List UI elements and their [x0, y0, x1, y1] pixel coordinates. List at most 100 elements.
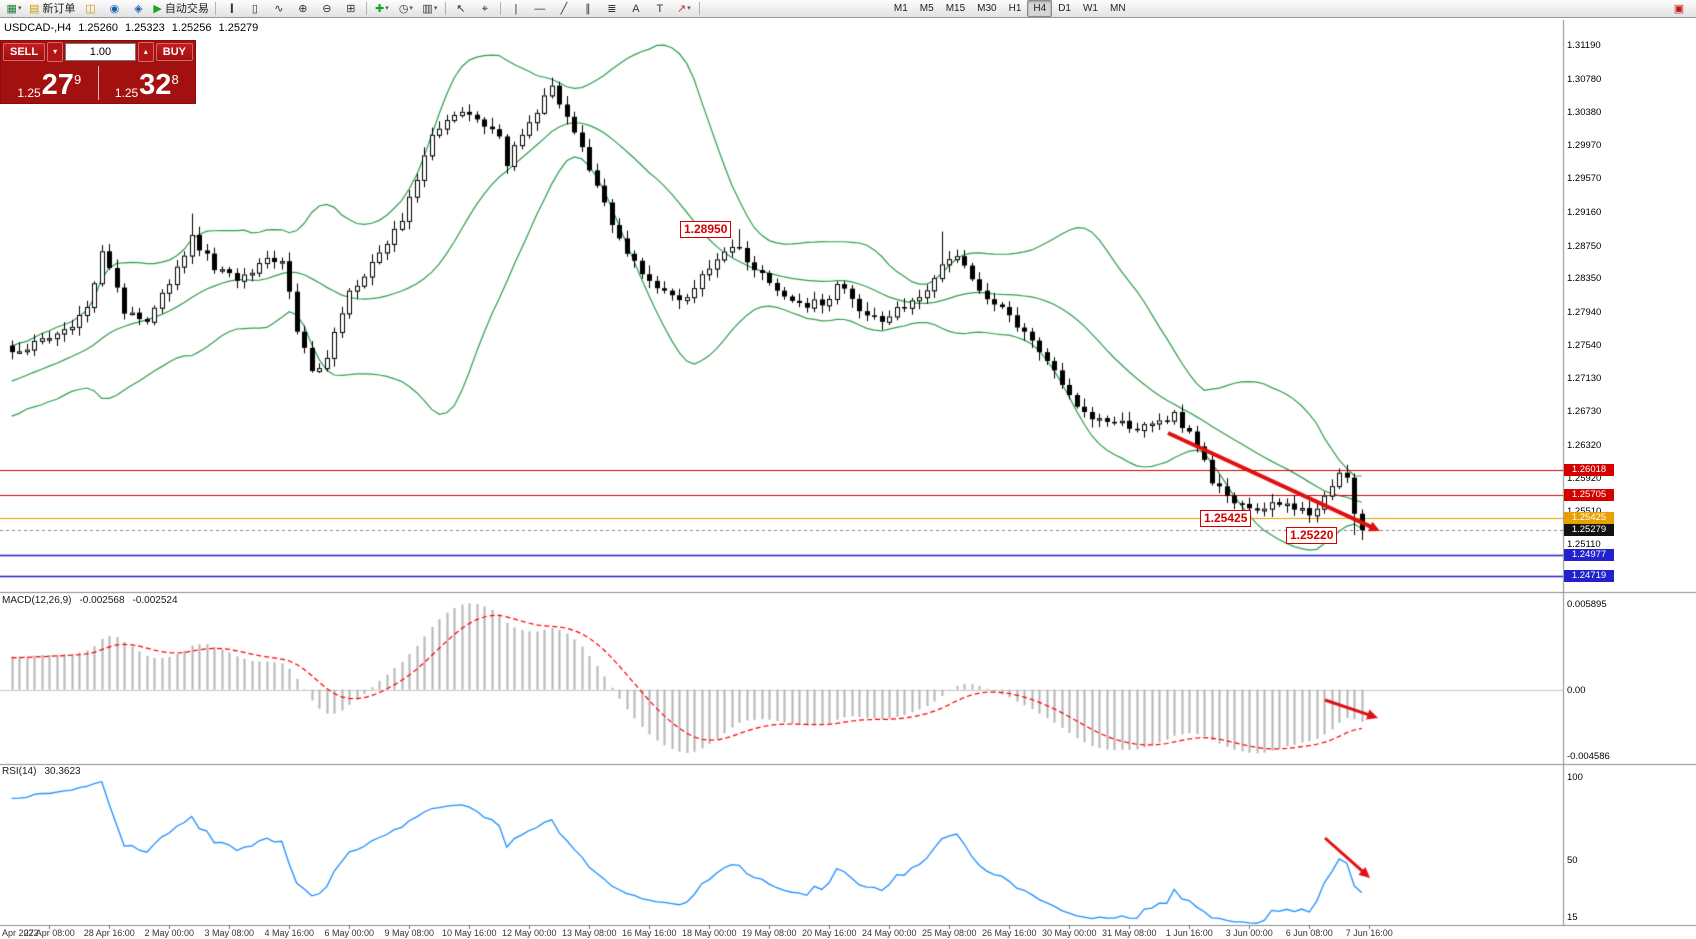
- zoom-out-icon: ⊖: [322, 2, 332, 15]
- sell-button[interactable]: SELL: [3, 43, 46, 61]
- timeframe-m30-button[interactable]: M30: [977, 3, 997, 14]
- macd-label: MACD(12,26,9) -0.002568 -0.002524: [2, 595, 186, 606]
- auto-trading-button[interactable]: ▶ 自动交易: [150, 0, 211, 18]
- chevron-down-icon: ▾: [409, 4, 413, 12]
- chevron-down-icon: ▾: [385, 4, 389, 12]
- toolbar-buttons: ▦ ▾ ▤ 新订单 ◫ ◉ ◈ ▶ 自动交易 ||| ▯ ∿ ⊕ ⊖ ⊞ ✚ ▾ ◷ ▾ ▥ ▾ ↖ ⌖ | — ╱ ∥ ≣ A T ↗ ▾: [2, 0, 703, 18]
- line-chart-mode-button[interactable]: ∿: [267, 0, 291, 18]
- timeframe-h1-button[interactable]: H1: [1008, 3, 1022, 14]
- timeframe-h4-button[interactable]: H4: [1027, 0, 1053, 17]
- buy-price[interactable]: 1.25 32 8: [99, 63, 196, 103]
- fibonacci-tool-button[interactable]: ≣: [600, 0, 624, 18]
- chart-shortcut-button[interactable]: ▣: [1667, 0, 1691, 18]
- indicators-button[interactable]: ✚ ▾: [370, 0, 394, 18]
- channel-tool-icon: ∥: [585, 2, 591, 15]
- chart-profiles-button[interactable]: ◫: [78, 0, 102, 18]
- cursor-icon: ↖: [456, 2, 466, 15]
- channel-tool-button[interactable]: ∥: [576, 0, 600, 18]
- zoom-out-button[interactable]: ⊖: [315, 0, 339, 18]
- timeframe-mn-button[interactable]: MN: [1109, 3, 1126, 14]
- macd-value2: -0.002524: [132, 595, 178, 606]
- sell-price-prefix: 1.25: [17, 86, 41, 100]
- timeframe-w1-button[interactable]: W1: [1082, 3, 1098, 14]
- line-chart-mode-icon: ∿: [274, 2, 284, 15]
- chevron-down-icon: ▾: [687, 4, 691, 12]
- vertical-line-tool-button[interactable]: |: [504, 0, 528, 18]
- indicators-icon: ✚: [375, 2, 385, 15]
- arrows-tool-icon: ↗: [677, 2, 687, 15]
- toolbar-separator: [365, 2, 367, 15]
- sell-price-sup: 9: [73, 72, 82, 87]
- market-watch-button[interactable]: ◉: [102, 0, 126, 18]
- tile-windows-button[interactable]: ⊞: [339, 0, 363, 18]
- buy-price-big: 32: [139, 69, 172, 101]
- trendline-tool-button[interactable]: ╱: [552, 0, 576, 18]
- new-chart-icon: ▦: [6, 2, 17, 15]
- oct-divider: [97, 66, 99, 100]
- horizontal-line-tool-button[interactable]: —: [528, 0, 552, 18]
- volume-up-button[interactable]: ▴: [137, 42, 154, 62]
- label-tool-icon: T: [656, 2, 664, 15]
- chart-title: USDCAD-,H4 1.25260 1.25323 1.25256 1.25279: [4, 22, 265, 34]
- crosshair-icon: ⌖: [481, 2, 488, 15]
- text-tool-icon: A: [632, 2, 640, 15]
- periods-icon: ◷: [398, 2, 409, 15]
- rsi-value: 30.3623: [44, 766, 81, 777]
- toolbar-separator: [698, 2, 700, 15]
- sell-price-big: 27: [41, 69, 74, 101]
- candle-chart-mode-icon: ▯: [251, 2, 258, 15]
- bar-chart-mode-button[interactable]: |||: [219, 0, 243, 18]
- timeframe-m15-button[interactable]: M15: [945, 3, 966, 14]
- data-window-button[interactable]: ◈: [126, 0, 150, 18]
- buy-price-sup: 8: [171, 72, 179, 87]
- chevron-down-icon: ▾: [53, 47, 58, 56]
- auto-trading-icon: ▶: [153, 2, 162, 15]
- data-window-icon: ◈: [134, 2, 143, 15]
- one-click-trading-panel: SELL ▾ ▴ BUY 1.25 27 9 1.25 32 8: [0, 40, 196, 104]
- volume-down-button[interactable]: ▾: [47, 42, 64, 62]
- volume-input[interactable]: [65, 43, 136, 61]
- high-value: 1.25323: [125, 22, 165, 34]
- market-watch-icon: ◉: [109, 2, 120, 15]
- fibonacci-tool-icon: ≣: [607, 2, 617, 15]
- zoom-in-button[interactable]: ⊕: [291, 0, 315, 18]
- crosshair-button[interactable]: ⌖: [473, 0, 497, 18]
- toolbar-separator: [499, 2, 501, 15]
- low-value: 1.25256: [171, 22, 212, 34]
- arrows-tool-button[interactable]: ↗ ▾: [672, 0, 696, 18]
- timeframe-m5-button[interactable]: M5: [919, 3, 934, 14]
- text-tool-button[interactable]: A: [624, 0, 648, 18]
- symbol-period: USDCAD-,H4: [4, 22, 72, 34]
- cursor-button[interactable]: ↖: [449, 0, 473, 18]
- chart-profiles-icon: ◫: [85, 2, 96, 15]
- periods-button[interactable]: ◷ ▾: [394, 0, 418, 18]
- templates-button[interactable]: ▥ ▾: [418, 0, 442, 18]
- close-value: 1.25279: [218, 22, 259, 34]
- label-tool-button[interactable]: T: [648, 0, 672, 18]
- chevron-down-icon: ▾: [433, 4, 438, 12]
- timeframe-m1-button[interactable]: M1: [893, 3, 908, 14]
- timeframe-group: M1 M5 M15 M30 H1 H4 D1 W1 MN: [888, 0, 1132, 17]
- candle-chart-mode-button[interactable]: ▯: [243, 0, 267, 18]
- horizontal-line-tool-icon: —: [534, 2, 546, 15]
- buy-button[interactable]: BUY: [155, 43, 193, 61]
- rsi-name: RSI(14): [2, 766, 37, 777]
- new-order-button[interactable]: ▤ 新订单: [26, 0, 78, 18]
- chart-shortcut-icon: ▣: [1673, 2, 1685, 15]
- rsi-label: RSI(14) 30.3623: [2, 766, 89, 777]
- chevron-down-icon: ▾: [17, 4, 22, 12]
- timeframe-d1-button[interactable]: D1: [1058, 3, 1071, 14]
- new-chart-button[interactable]: ▦ ▾: [2, 0, 26, 18]
- toolbar-separator: [444, 2, 446, 15]
- toolbar: ▦ ▾ ▤ 新订单 ◫ ◉ ◈ ▶ 自动交易 ||| ▯ ∿ ⊕ ⊖ ⊞ ✚ ▾ ◷ ▾ ▥ ▾ ↖ ⌖ | — ╱ ∥ ≣ A T ↗ ▾ …: [0, 0, 1696, 18]
- buy-price-prefix: 1.25: [114, 86, 139, 100]
- zoom-in-icon: ⊕: [298, 2, 308, 15]
- new-order-label: 新订单: [42, 2, 76, 15]
- toolbar-separator: [214, 2, 216, 15]
- bar-chart-mode-icon: |||: [229, 2, 234, 14]
- new-order-icon: ▤: [29, 2, 40, 15]
- sell-price[interactable]: 1.25 27 9: [1, 63, 98, 103]
- chevron-up-icon: ▴: [143, 47, 148, 56]
- open-value: 1.25260: [78, 22, 118, 34]
